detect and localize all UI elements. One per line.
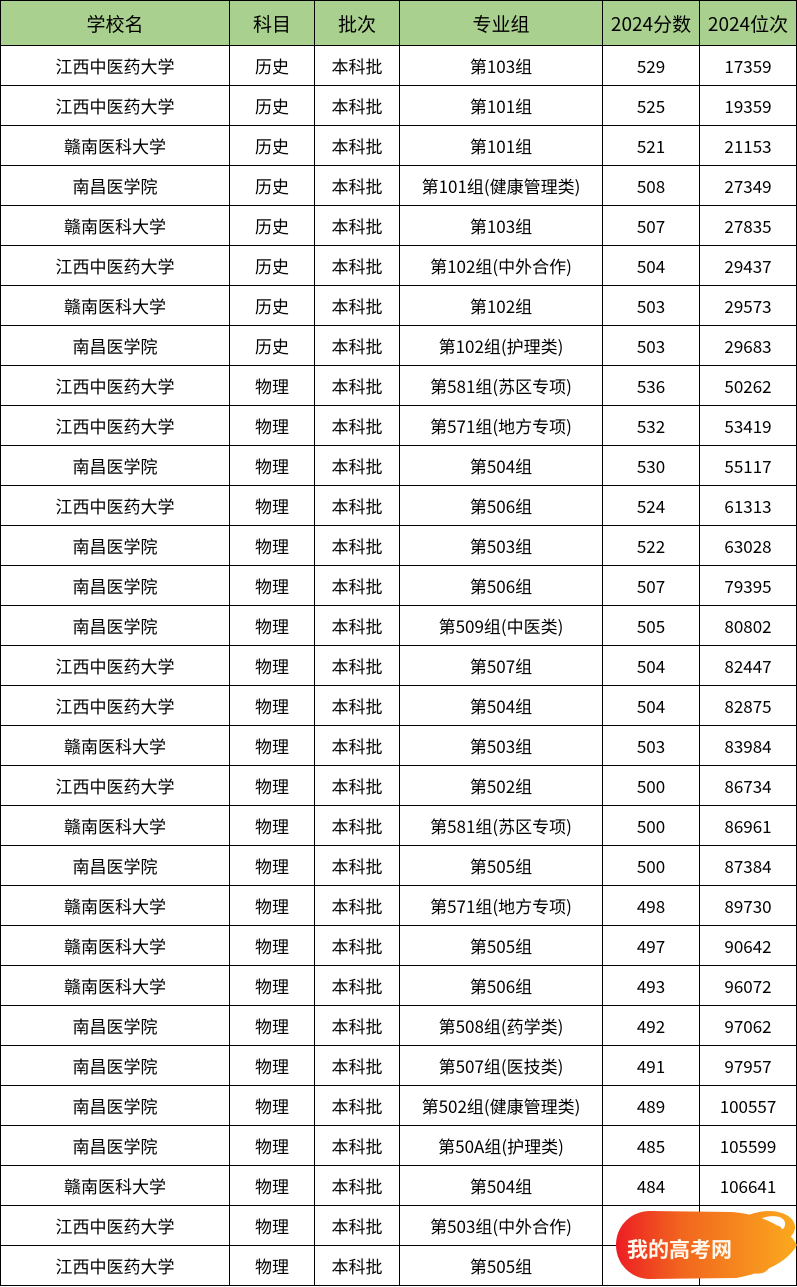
svg-text:我的高考网: 我的高考网 bbox=[627, 1234, 732, 1264]
